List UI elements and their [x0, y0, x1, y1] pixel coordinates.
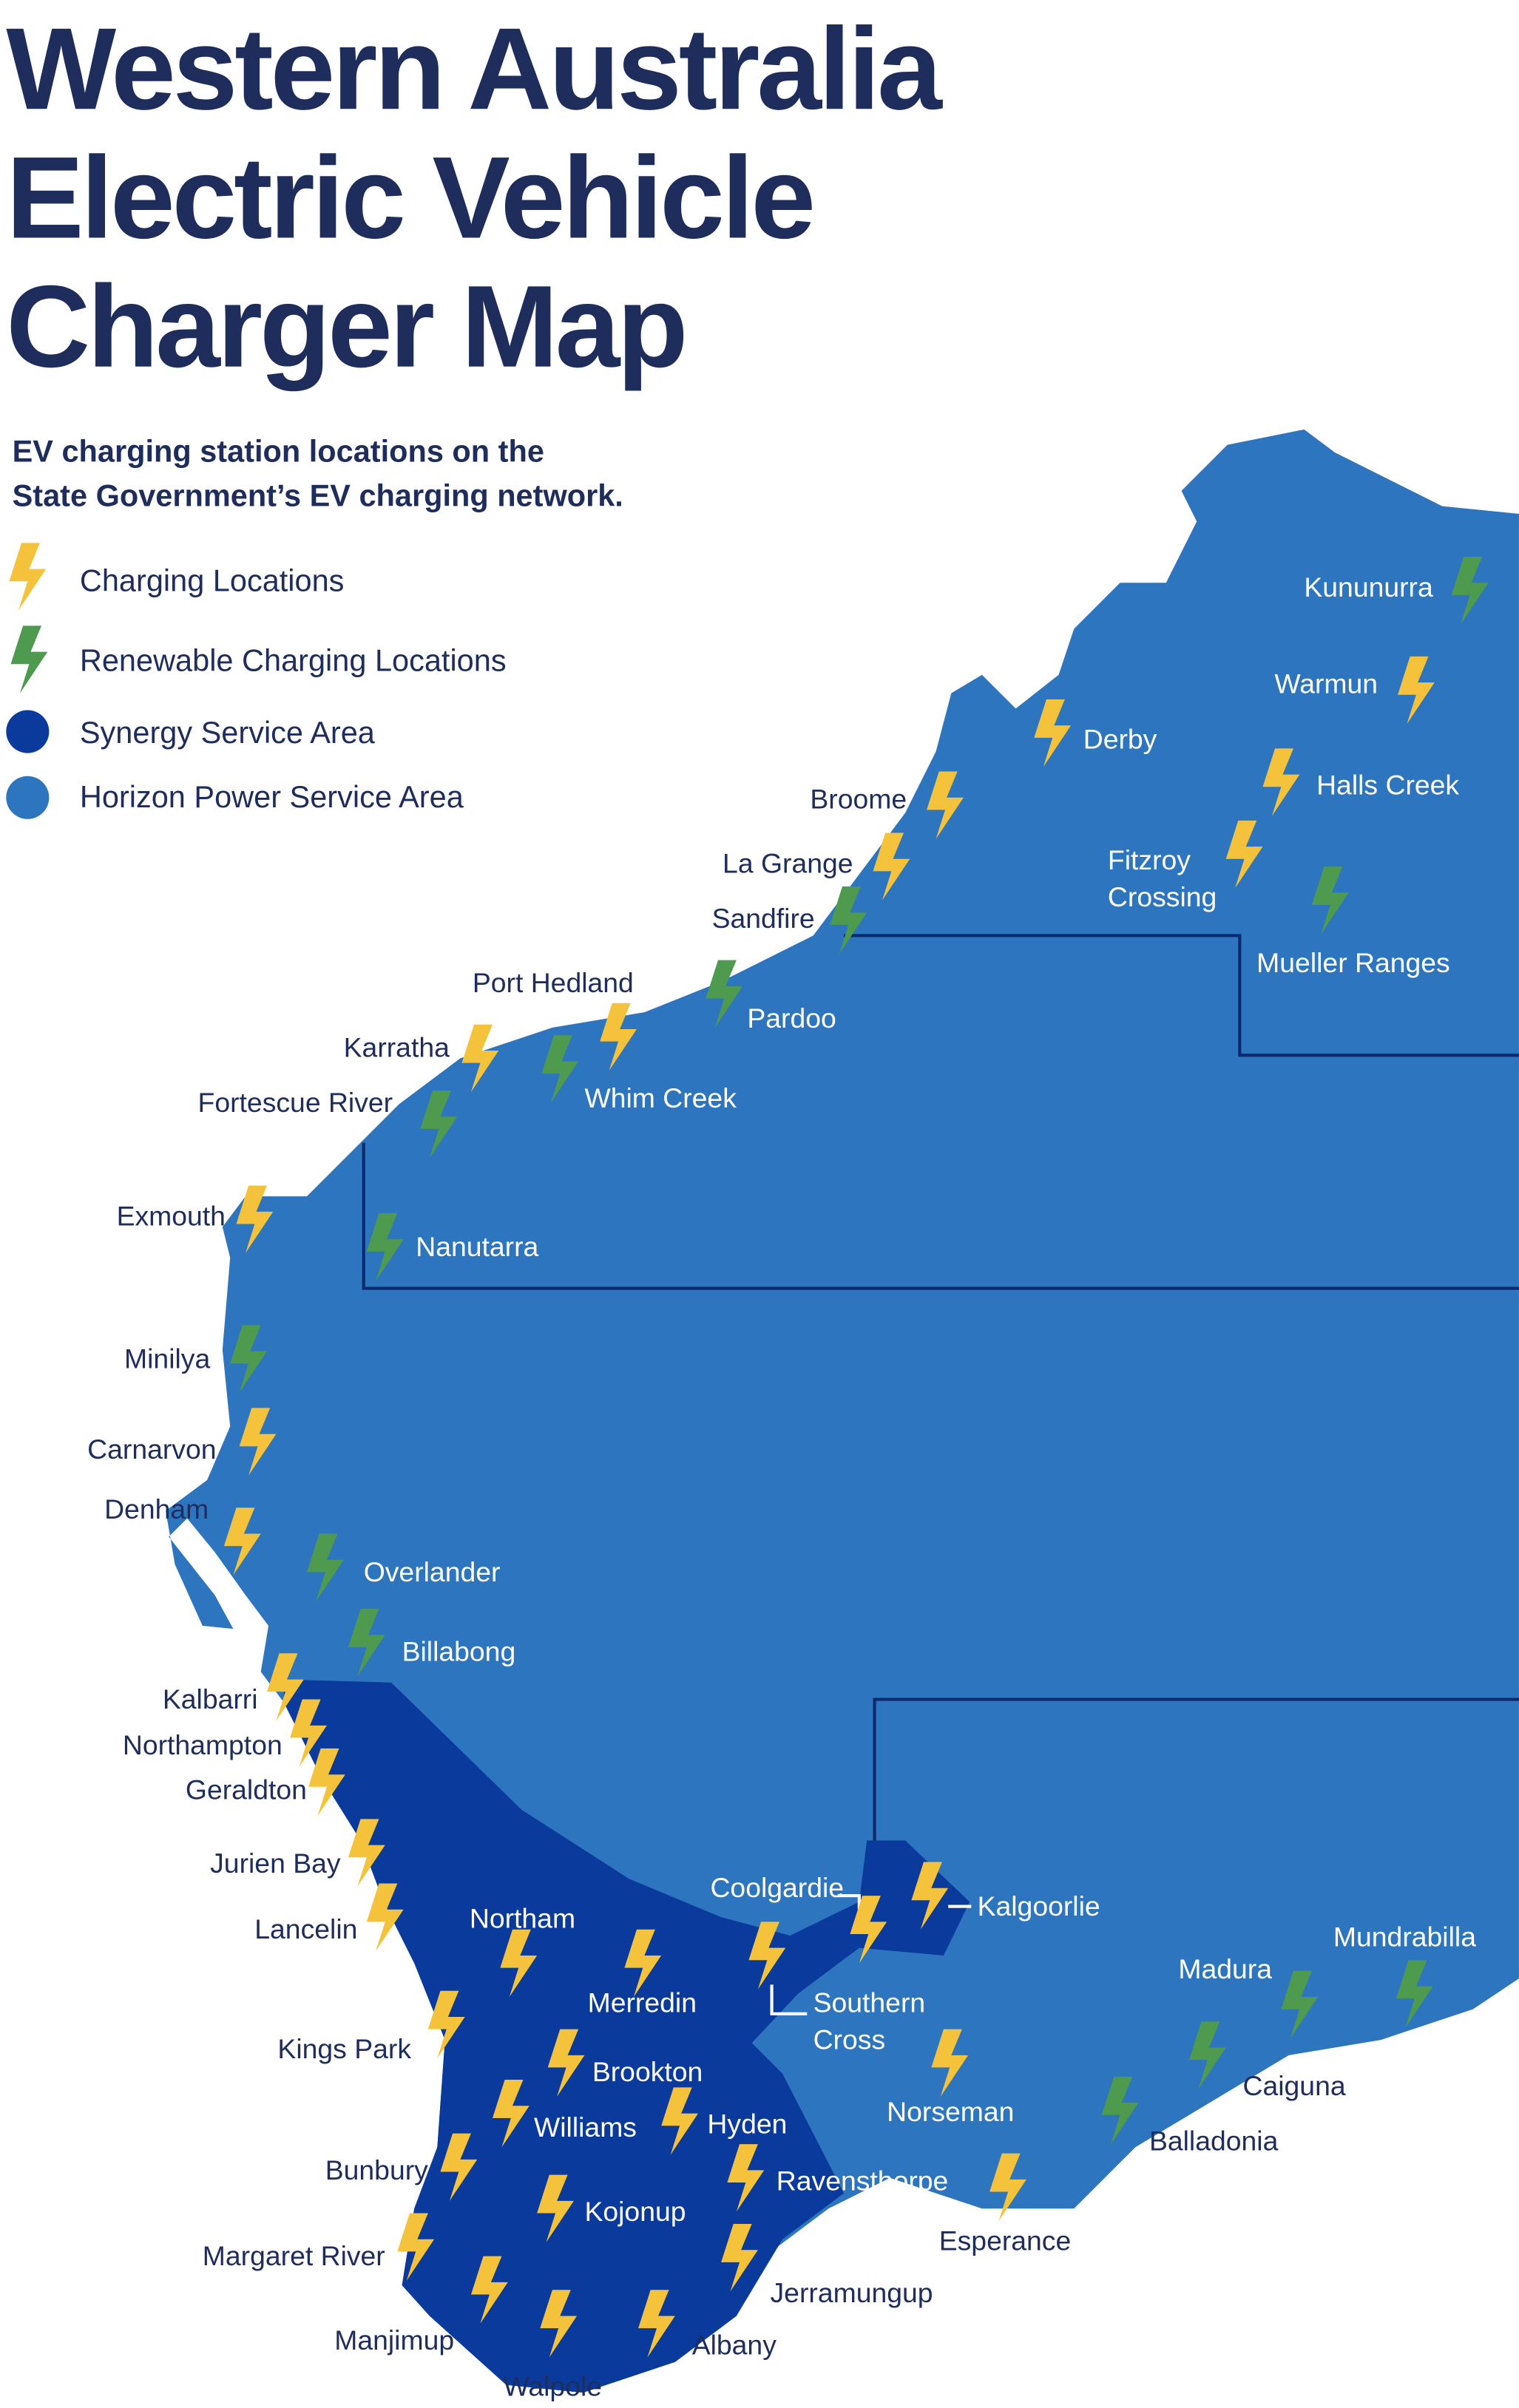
- legend-icon: [6, 710, 50, 753]
- place-label: Williams: [533, 2112, 637, 2143]
- place-label: Carnarvon: [87, 1434, 217, 1465]
- place-label: Caiguna: [1242, 2070, 1346, 2102]
- place-label: Esperance: [938, 2225, 1072, 2256]
- subtitle-line: EV charging station locations on the: [12, 435, 544, 469]
- place-label: Mundrabilla: [1333, 1922, 1476, 1953]
- title-line: Electric Vehicle: [6, 133, 816, 264]
- place-label: Margaret River: [202, 2240, 385, 2272]
- place-label: Karratha: [343, 1032, 450, 1063]
- place-label: Bunbury: [325, 2154, 428, 2186]
- place-label: Broome: [810, 784, 907, 815]
- place-label: Coolgardie: [710, 1872, 845, 1904]
- place-label: Norseman: [887, 2096, 1015, 2128]
- connector: [837, 1894, 861, 1910]
- place-label: Northam: [469, 1903, 576, 1934]
- boundary-line: [844, 934, 1519, 1057]
- title: Western Australia Electric Vehicle Charg…: [6, 4, 942, 393]
- place-label: Kalgoorlie: [977, 1890, 1100, 1922]
- place-label: Kings Park: [277, 2033, 412, 2065]
- place-label: Albany: [691, 2330, 777, 2361]
- place-label: Whim Creek: [584, 1082, 737, 1114]
- place-label: Sandfire: [711, 903, 815, 935]
- connector: [770, 1984, 808, 2015]
- place-label: Denham: [104, 1493, 209, 1525]
- connectors: [770, 1894, 972, 2015]
- boundary-line: [362, 1142, 1519, 1290]
- subtitle: EV charging station locations on the Sta…: [13, 431, 623, 520]
- place-label: Lancelin: [254, 1913, 358, 1945]
- legend-icons: [6, 543, 50, 819]
- boundary-line: [873, 1698, 1519, 1841]
- place-label: Nanutarra: [416, 1231, 539, 1263]
- place-label: Kojonup: [584, 2196, 686, 2228]
- legend-label: Synergy Service Area: [79, 716, 375, 751]
- region-boundaries: [362, 934, 1519, 1841]
- synergy-area: [283, 1679, 970, 2393]
- place-label: Overlander: [363, 1556, 501, 1588]
- place-label: Minilya: [124, 1343, 211, 1374]
- place-label: Manjimup: [334, 2324, 455, 2356]
- place-label: Madura: [1178, 1953, 1272, 1985]
- title-line: Western Australia: [6, 4, 942, 135]
- place-label: Fitzroy Crossing: [1107, 845, 1217, 913]
- place-label: Walpole: [503, 2371, 603, 2402]
- subtitle-line: State Government’s EV charging network.: [12, 480, 623, 514]
- place-label: Pardoo: [747, 1003, 836, 1034]
- place-label: Geraldton: [185, 1774, 307, 1805]
- place-label: La Grange: [723, 848, 853, 879]
- place-label: Southern Cross: [813, 1987, 926, 2055]
- place-label: Billabong: [402, 1636, 516, 1667]
- place-label: Hyden: [707, 2109, 788, 2140]
- legend-icon: [10, 625, 48, 693]
- place-label: Derby: [1083, 724, 1157, 755]
- legend-label: Renewable Charging Locations: [79, 645, 507, 679]
- place-label: Jurien Bay: [210, 1848, 341, 1879]
- place-label: Mueller Ranges: [1256, 948, 1450, 979]
- legend-label: Charging Locations: [79, 565, 345, 600]
- place-label: Kalbarri: [162, 1683, 258, 1715]
- place-label: Exmouth: [116, 1201, 226, 1232]
- place-label: Warmun: [1274, 668, 1378, 699]
- legend-label: Horizon Power Service Area: [79, 781, 464, 815]
- place-label: Kununurra: [1304, 572, 1433, 603]
- place-label: Merredin: [587, 1987, 697, 2019]
- place-label: Northampton: [122, 1730, 283, 1761]
- place-label: Port Hedland: [472, 968, 634, 999]
- title-line: Charger Map: [6, 262, 688, 393]
- place-label: Fortescue River: [197, 1087, 393, 1119]
- legend-icon: [9, 543, 47, 611]
- place-label: Halls Creek: [1316, 770, 1460, 801]
- place-label: Balladonia: [1148, 2126, 1279, 2157]
- legend-icon: [6, 776, 50, 819]
- place-label: Jerramungup: [770, 2277, 933, 2309]
- place-label: Brookton: [592, 2056, 703, 2088]
- place-label: Ravensthorpe: [776, 2165, 949, 2197]
